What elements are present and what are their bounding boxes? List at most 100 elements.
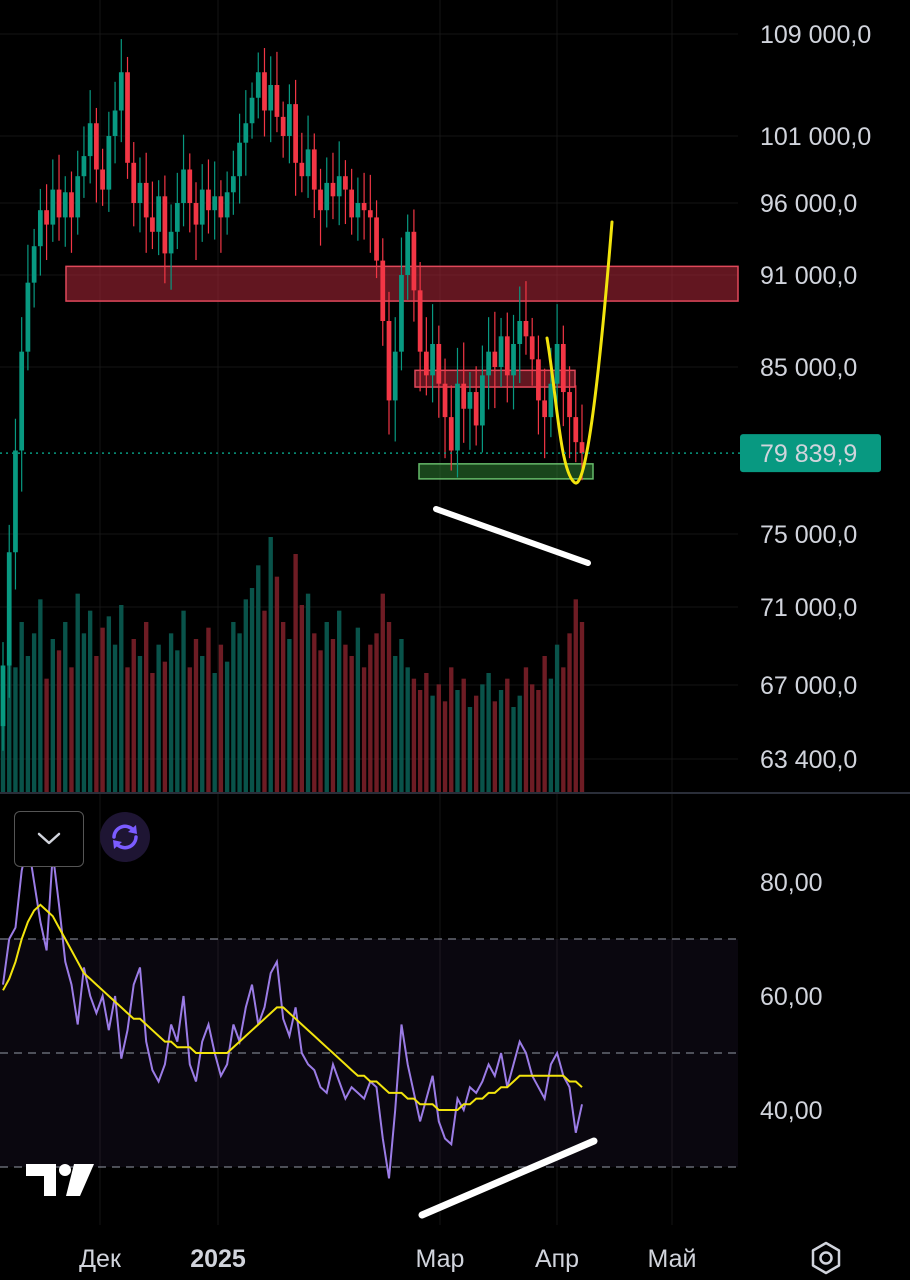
candle-body bbox=[367, 210, 373, 218]
volume-bar bbox=[517, 695, 522, 792]
time-tick-label: Апр bbox=[535, 1245, 579, 1273]
candle-body bbox=[343, 176, 348, 190]
candles bbox=[0, 39, 585, 751]
tradingview-logo[interactable] bbox=[24, 1160, 96, 1200]
candle-body bbox=[579, 442, 585, 454]
volume-bar bbox=[567, 633, 572, 792]
candle-body bbox=[193, 203, 199, 225]
volume-bar bbox=[312, 633, 317, 792]
candle-body bbox=[31, 246, 37, 283]
price-tick-label: 109 000,0 bbox=[760, 21, 871, 49]
candle-body bbox=[386, 321, 392, 401]
volume-bar bbox=[393, 656, 398, 792]
rsi-tick-label: 40,00 bbox=[760, 1097, 823, 1125]
volume-bar bbox=[193, 639, 199, 792]
price-tick-label: 96 000,0 bbox=[760, 190, 857, 218]
volume-bar bbox=[542, 656, 547, 792]
candle-body bbox=[243, 123, 249, 143]
volume-bar bbox=[131, 639, 136, 792]
candle-body bbox=[268, 85, 274, 111]
candle-body bbox=[94, 123, 99, 170]
volume-bar bbox=[218, 644, 224, 792]
volume-bar bbox=[256, 565, 261, 792]
rsi-pane bbox=[0, 841, 738, 1219]
candle-body bbox=[150, 217, 155, 232]
price-tick-label: 63 400,0 bbox=[760, 746, 857, 774]
time-tick-label: Май bbox=[648, 1245, 697, 1273]
volume-bar bbox=[69, 667, 74, 792]
candle-body bbox=[461, 383, 467, 409]
volume-bar bbox=[299, 605, 305, 792]
volume-bar bbox=[573, 599, 578, 792]
volume-bar bbox=[361, 667, 367, 792]
candle-body bbox=[448, 417, 454, 451]
volume-bar bbox=[187, 667, 192, 792]
candle-body bbox=[262, 72, 267, 111]
price-zone bbox=[418, 463, 594, 480]
candle-body bbox=[162, 196, 168, 254]
volume-bar bbox=[119, 605, 124, 792]
candle-body bbox=[560, 344, 566, 393]
volume-bar bbox=[162, 661, 168, 792]
last-price: 79 839,9 bbox=[0, 434, 881, 473]
projection-curve bbox=[545, 220, 614, 485]
last-price-badge bbox=[740, 434, 881, 473]
candle-body bbox=[392, 351, 398, 401]
candle-body bbox=[473, 392, 479, 426]
candle-body bbox=[6, 552, 12, 666]
candle-body bbox=[19, 351, 25, 451]
volume-bar bbox=[81, 633, 87, 792]
volume-bar bbox=[181, 610, 186, 792]
settings-button[interactable] bbox=[806, 1238, 846, 1278]
candle-body bbox=[355, 203, 361, 218]
time-tick-label: Мар bbox=[416, 1245, 465, 1273]
candle-body bbox=[299, 162, 305, 177]
volume-bar bbox=[106, 616, 112, 792]
candle-body bbox=[44, 210, 49, 225]
collapse-button[interactable] bbox=[14, 811, 84, 867]
volume-bar bbox=[63, 622, 68, 792]
candle-body bbox=[374, 217, 379, 261]
candle-body bbox=[467, 392, 473, 409]
candle-body bbox=[480, 375, 485, 426]
candle-body bbox=[218, 196, 224, 218]
candle-body bbox=[492, 351, 498, 367]
rsi-axis[interactable]: 80,00 60,00 40,00 bbox=[760, 869, 823, 1125]
volume-bar bbox=[7, 644, 12, 792]
candle-body bbox=[523, 321, 529, 337]
volume-bar bbox=[156, 644, 161, 792]
price-tick-label: 85 000,0 bbox=[760, 354, 857, 382]
candle-body bbox=[324, 182, 330, 211]
candle-body bbox=[293, 104, 298, 163]
candle-body bbox=[548, 383, 554, 418]
candle-body bbox=[249, 97, 255, 124]
candle-body bbox=[199, 189, 205, 225]
volume-bar bbox=[349, 656, 354, 792]
volume-bar bbox=[287, 639, 292, 792]
volume-bar bbox=[505, 678, 510, 792]
candle-body bbox=[442, 383, 448, 418]
volume-bar bbox=[212, 673, 217, 792]
price-axis[interactable]: 109 000,0 101 000,0 96 000,0 91 000,0 85 000… bbox=[760, 21, 871, 774]
volume-bar bbox=[305, 593, 311, 792]
volume-bar bbox=[243, 599, 248, 792]
price-tick-label: 101 000,0 bbox=[760, 123, 871, 151]
price-tick-label: 71 000,0 bbox=[760, 594, 857, 622]
candle-body bbox=[174, 203, 180, 232]
rsi-ma-line bbox=[2, 903, 583, 1111]
volume-bar bbox=[262, 610, 267, 792]
volume-bar bbox=[455, 690, 460, 792]
candle-body bbox=[230, 176, 236, 193]
rsi-tick-label: 60,00 bbox=[760, 983, 823, 1011]
candle-body bbox=[280, 116, 286, 136]
time-tick-label: Дек bbox=[79, 1245, 122, 1273]
candle-body bbox=[423, 351, 429, 376]
sync-button[interactable] bbox=[100, 812, 150, 862]
candle-body bbox=[573, 417, 579, 443]
volume-bar bbox=[168, 633, 174, 792]
candle-body bbox=[305, 149, 311, 177]
volume-bar bbox=[530, 684, 535, 792]
volume-bar bbox=[206, 627, 211, 792]
time-axis[interactable]: Дек 2025 Мар Апр Май bbox=[79, 1245, 696, 1273]
